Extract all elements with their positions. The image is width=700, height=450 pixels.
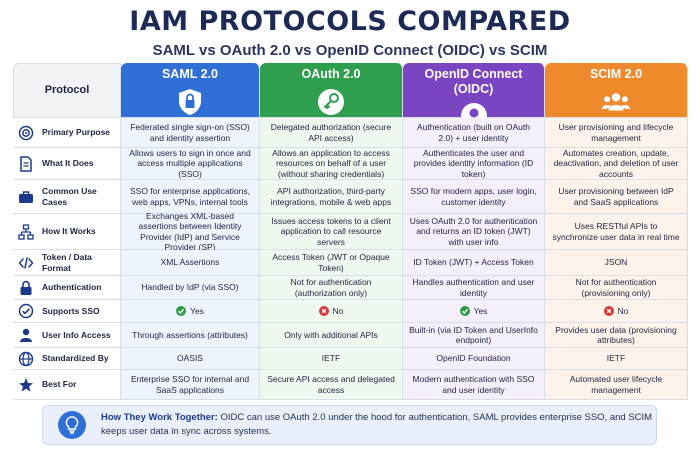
star-icon bbox=[17, 376, 35, 394]
cell-scim-standardized-by: IETF bbox=[545, 348, 688, 370]
cell-oidc-token-format: ID Token (JWT) + Access Token bbox=[403, 250, 545, 276]
row-label-primary-purpose: Primary Purpose bbox=[13, 118, 121, 148]
column-header-oidc: OpenID Connect (OIDC) bbox=[403, 63, 545, 129]
cell-oidc-what-it-does: Authenticates the user and provides iden… bbox=[403, 148, 545, 180]
comparison-table: Protocol SAML 2.0 OAuth 2.0 OpenID Conne… bbox=[13, 63, 688, 401]
user-icon bbox=[17, 326, 35, 344]
cell-saml-token-format: XML Assertions bbox=[121, 250, 260, 276]
column-header-scim: SCIM 2.0 bbox=[545, 63, 688, 118]
row-label-standardized-by: Standardized By bbox=[13, 348, 121, 370]
cell-saml-what-it-does: Allows users to sign in once and access … bbox=[121, 148, 260, 180]
footer-heading: How They Work Together: bbox=[101, 412, 218, 424]
cell-saml-common-use-cases: SSO for enterprise applications, web app… bbox=[121, 180, 260, 214]
row-label-best-for: Best For bbox=[13, 370, 121, 400]
cell-scim-common-use-cases: User provisioning between IdP and SaaS a… bbox=[545, 180, 688, 214]
cell-oidc-standardized-by: OpenID Foundation bbox=[403, 348, 545, 370]
cell-oidc-user-info-access: Built-in (via ID Token and UserInfo endp… bbox=[403, 323, 545, 348]
protocol-header: Protocol bbox=[13, 63, 121, 118]
cell-saml-standardized-by: OASIS bbox=[121, 348, 260, 370]
footer-note: How They Work Together: OIDC can use OAu… bbox=[42, 405, 657, 445]
cell-oauth-common-use-cases: API authorization, third-party integrati… bbox=[260, 180, 403, 214]
column-header-oauth: OAuth 2.0 bbox=[260, 63, 403, 118]
row-label-common-use-cases: Common Use Cases bbox=[13, 180, 121, 214]
no-x-icon bbox=[318, 306, 329, 316]
yes-check-icon bbox=[176, 306, 187, 316]
column-title-scim: SCIM 2.0 bbox=[589, 67, 643, 81]
cell-oauth-supports-sso: No bbox=[260, 300, 403, 323]
row-label-user-info-access: User Info Access bbox=[13, 323, 121, 348]
column-title-saml: SAML 2.0 bbox=[161, 67, 219, 81]
briefcase-icon bbox=[17, 188, 35, 206]
footer-body: OIDC can use OAuth 2.0 under the hood fo… bbox=[101, 412, 653, 437]
flow-icon bbox=[17, 223, 35, 241]
row-label-token-format: Token / Data Format bbox=[13, 250, 121, 276]
users-group-icon bbox=[601, 87, 631, 117]
yes-check-icon bbox=[459, 306, 470, 316]
document-icon bbox=[17, 155, 35, 173]
column-header-saml: SAML 2.0 bbox=[121, 63, 260, 118]
cell-oauth-token-format: Access Token (JWT or Opaque Token) bbox=[260, 250, 403, 276]
cell-oidc-primary-purpose: Authentication (built on OAuth 2.0) + us… bbox=[403, 118, 545, 148]
cell-scim-authentication: Not for authentication (provisioning onl… bbox=[545, 276, 688, 300]
cell-scim-supports-sso: No bbox=[545, 300, 688, 323]
cell-oauth-authentication: Not for authentication (authorization on… bbox=[260, 276, 403, 300]
column-title-oidc: OpenID Connect (OIDC) bbox=[424, 67, 523, 96]
column-title-oauth: OAuth 2.0 bbox=[301, 67, 361, 81]
target-icon bbox=[17, 124, 35, 142]
row-label-authentication: Authentication bbox=[13, 276, 121, 300]
lock-icon bbox=[17, 279, 35, 297]
cell-saml-supports-sso: Yes bbox=[121, 300, 260, 323]
cell-saml-how-it-works: Exchanges XML-based assertions between I… bbox=[121, 211, 260, 252]
cell-oauth-how-it-works: Issues access tokens to a client applica… bbox=[260, 214, 403, 250]
cell-scim-user-info-access: Provides user data (provisioning attribu… bbox=[545, 323, 688, 348]
cell-oidc-common-use-cases: SSO for modern apps, user login, custome… bbox=[403, 180, 545, 214]
cell-scim-what-it-does: Automates creation, update, deactivation… bbox=[545, 148, 688, 180]
lightbulb-icon bbox=[57, 410, 87, 440]
cell-scim-best-for: Automated user lifecycle management bbox=[545, 370, 688, 400]
cell-oauth-primary-purpose: Delegated authorization (secure API acce… bbox=[260, 118, 403, 148]
cell-oidc-supports-sso: Yes bbox=[403, 300, 545, 323]
cell-oauth-user-info-access: Only with additional APIs bbox=[260, 323, 403, 348]
cell-oauth-standardized-by: IETF bbox=[260, 348, 403, 370]
check-circle-icon bbox=[17, 302, 35, 320]
cell-oauth-best-for: Secure API access and delegated access bbox=[260, 370, 403, 400]
page-title: IAM PROTOCOLS COMPARED bbox=[129, 6, 571, 37]
cell-scim-primary-purpose: User provisioning and lifecycle manageme… bbox=[545, 118, 688, 148]
cell-oauth-what-it-does: Allows an application to access resource… bbox=[260, 148, 403, 180]
key-icon bbox=[316, 87, 346, 117]
code-icon bbox=[17, 254, 35, 272]
footer-text: How They Work Together: OIDC can use OAu… bbox=[101, 411, 656, 439]
shield-lock-icon bbox=[175, 87, 205, 117]
no-x-icon bbox=[603, 306, 614, 316]
globe-icon bbox=[17, 350, 35, 368]
row-label-supports-sso: Supports SSO bbox=[13, 300, 121, 323]
page-subtitle: SAML vs OAuth 2.0 vs OpenID Connect (OID… bbox=[152, 42, 548, 59]
cell-scim-how-it-works: Uses RESTful APIs to synchronize user da… bbox=[545, 214, 688, 250]
cell-oidc-authentication: Handles authentication and user identity bbox=[403, 276, 545, 300]
cell-saml-user-info-access: Through assertions (attributes) bbox=[121, 323, 260, 348]
cell-saml-best-for: Enterprise SSO for internal and SaaS app… bbox=[121, 370, 260, 400]
cell-scim-token-format: JSON bbox=[545, 250, 688, 276]
row-label-what-it-does: What It Does bbox=[13, 148, 121, 180]
cell-saml-primary-purpose: Federated single sign-on (SSO) and ident… bbox=[121, 118, 260, 148]
cell-oidc-how-it-works: Uses OAuth 2.0 for authentication and re… bbox=[403, 214, 545, 250]
row-label-how-it-works: How It Works bbox=[13, 214, 121, 250]
cell-oidc-best-for: Modern authentication with SSO and user … bbox=[403, 370, 545, 400]
cell-saml-authentication: Handled by IdP (via SSO) bbox=[121, 276, 260, 300]
